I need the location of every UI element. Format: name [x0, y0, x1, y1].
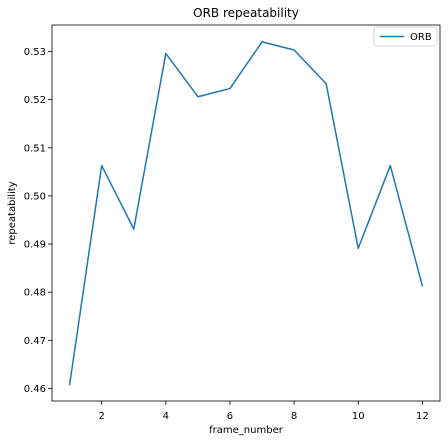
- x-tick-label: 8: [291, 411, 297, 422]
- x-axis: 2 4 6 8 10 12: [99, 401, 429, 422]
- y-axis-label: repeatability: [7, 181, 18, 244]
- y-tick-label: 0.50: [24, 191, 46, 202]
- x-tick-label: 2: [99, 411, 105, 422]
- y-tick-label: 0.48: [24, 288, 46, 299]
- y-tick-label: 0.51: [24, 143, 46, 154]
- legend: ORB: [373, 26, 438, 47]
- legend-box: [373, 26, 438, 47]
- legend-label-orb: ORB: [410, 32, 432, 43]
- y-tick-label: 0.46: [24, 384, 46, 395]
- x-tick-label: 10: [352, 411, 365, 422]
- chart-title: ORB repeatability: [193, 6, 299, 20]
- x-tick-label: 12: [416, 411, 429, 422]
- plot-area: [51, 24, 441, 402]
- x-tick-label: 6: [227, 411, 233, 422]
- series-layer: [68, 41, 424, 386]
- y-tick-label: 0.49: [24, 240, 46, 251]
- y-tick-label: 0.47: [24, 336, 46, 347]
- series-line-orb: [68, 41, 424, 386]
- y-tick-label: 0.53: [24, 47, 46, 58]
- x-axis-label: frame_number: [209, 425, 284, 436]
- x-tick-label: 4: [163, 411, 169, 422]
- y-tick-label: 0.52: [24, 95, 46, 106]
- y-axis: 0.46 0.47 0.48 0.49 0.50 0.51 0.52 0.53: [24, 47, 52, 395]
